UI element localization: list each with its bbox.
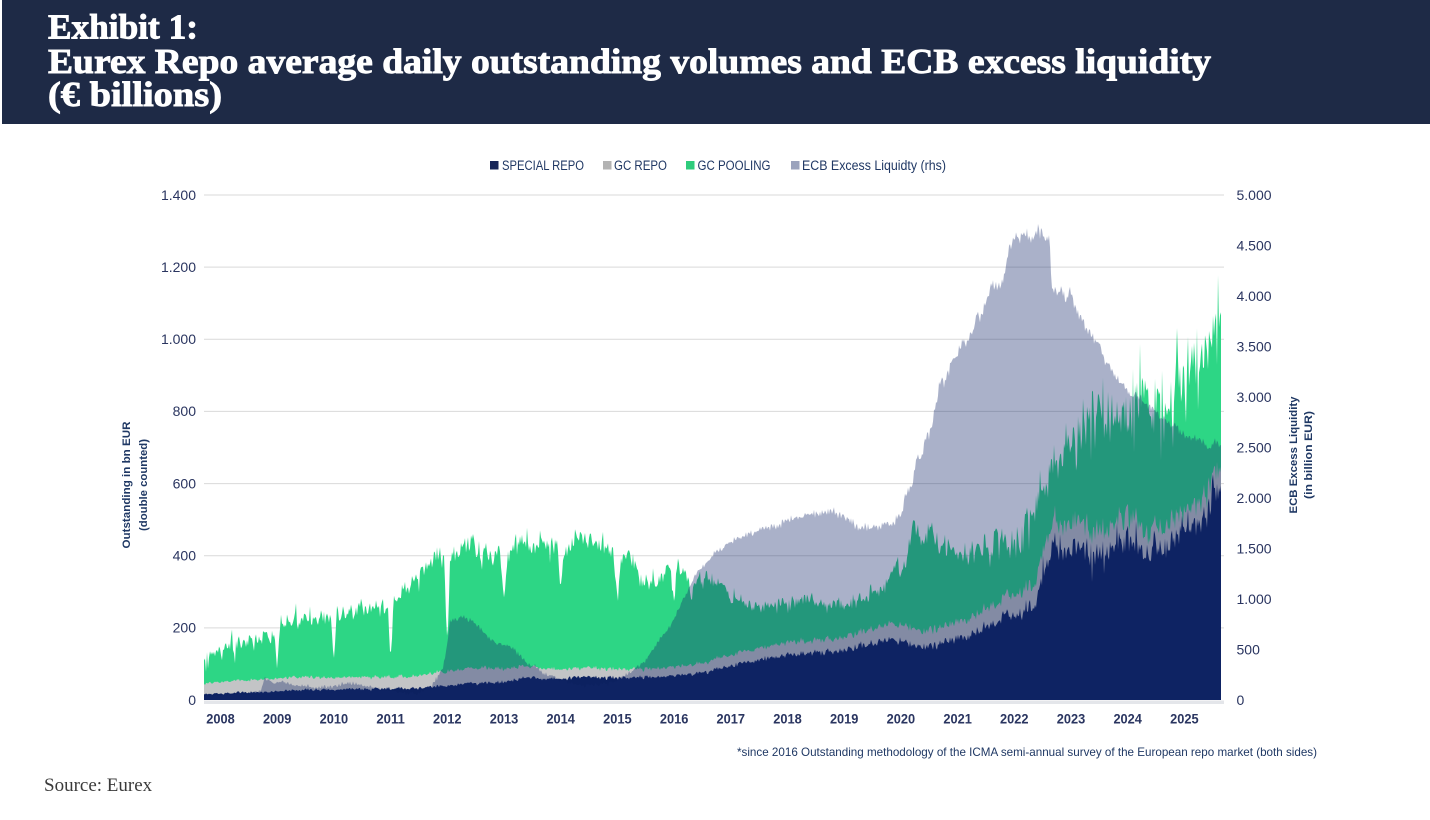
- svg-text:2021: 2021: [943, 711, 972, 727]
- svg-text:500: 500: [1237, 641, 1261, 657]
- svg-text:2015: 2015: [603, 711, 632, 727]
- svg-text:2013: 2013: [490, 711, 519, 727]
- svg-text:2012: 2012: [433, 711, 462, 727]
- svg-text:Source: Eurex: Source: Eurex: [44, 775, 153, 796]
- svg-text:2009: 2009: [263, 711, 292, 727]
- svg-text:3.500: 3.500: [1237, 338, 1272, 354]
- svg-text:SPECIAL REPO: SPECIAL REPO: [502, 158, 584, 173]
- svg-text:ECB Excess Liquidity: ECB Excess Liquidity: [1288, 396, 1300, 514]
- svg-text:2010: 2010: [320, 711, 349, 727]
- svg-text:2016: 2016: [660, 711, 689, 727]
- svg-text:*since 2016 Outstanding method: *since 2016 Outstanding methodology of t…: [737, 745, 1317, 759]
- svg-text:4.500: 4.500: [1237, 237, 1272, 253]
- svg-text:2023: 2023: [1057, 711, 1086, 727]
- svg-text:2024: 2024: [1113, 711, 1142, 727]
- svg-text:400: 400: [173, 548, 197, 564]
- svg-text:(in billion EUR): (in billion EUR): [1303, 411, 1315, 499]
- svg-text:2014: 2014: [546, 711, 575, 727]
- svg-text:800: 800: [173, 403, 197, 419]
- svg-text:(€ billions): (€ billions): [48, 75, 222, 114]
- svg-text:GC POOLING: GC POOLING: [698, 158, 771, 173]
- svg-text:Eurex Repo average daily outst: Eurex Repo average daily outstanding vol…: [48, 42, 1212, 81]
- svg-text:5.000: 5.000: [1237, 187, 1272, 203]
- svg-text:2.500: 2.500: [1237, 439, 1272, 455]
- svg-text:2022: 2022: [1000, 711, 1029, 727]
- svg-text:0: 0: [188, 692, 196, 708]
- svg-text:2011: 2011: [376, 711, 405, 727]
- svg-text:Exhibit 1:: Exhibit 1:: [48, 7, 198, 46]
- svg-text:1.500: 1.500: [1237, 540, 1272, 556]
- svg-text:2019: 2019: [830, 711, 859, 727]
- svg-text:Outstanding in bn EUR: Outstanding in bn EUR: [121, 421, 133, 548]
- svg-text:(double counted): (double counted): [138, 439, 150, 531]
- svg-text:0: 0: [1237, 692, 1245, 708]
- svg-text:GC REPO: GC REPO: [614, 158, 667, 173]
- svg-text:1.200: 1.200: [161, 259, 196, 275]
- svg-text:2.000: 2.000: [1237, 490, 1272, 506]
- svg-text:600: 600: [173, 475, 197, 491]
- svg-text:2025: 2025: [1170, 711, 1199, 727]
- svg-text:1.400: 1.400: [161, 187, 196, 203]
- svg-text:2018: 2018: [773, 711, 802, 727]
- svg-text:3.000: 3.000: [1237, 389, 1272, 405]
- svg-text:1.000: 1.000: [161, 331, 196, 347]
- svg-text:200: 200: [173, 620, 197, 636]
- svg-text:2017: 2017: [717, 711, 746, 727]
- svg-text:4.000: 4.000: [1237, 288, 1272, 304]
- svg-text:2008: 2008: [206, 711, 235, 727]
- svg-text:2020: 2020: [887, 711, 916, 727]
- svg-text:1.000: 1.000: [1237, 591, 1272, 607]
- svg-text:ECB Excess Liquidty (rhs): ECB Excess Liquidty (rhs): [802, 158, 946, 173]
